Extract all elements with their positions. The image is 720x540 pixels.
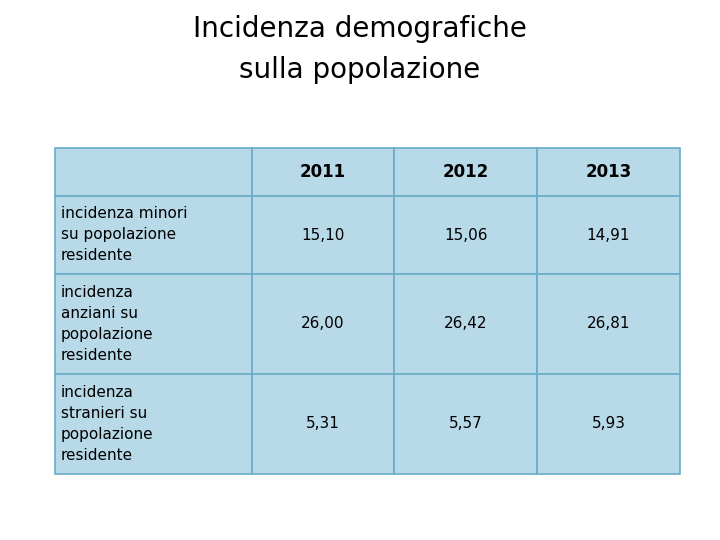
Text: Incidenza demografiche
sulla popolazione: Incidenza demografiche sulla popolazione xyxy=(193,15,527,84)
Bar xyxy=(537,274,680,374)
Bar xyxy=(252,274,395,374)
Bar xyxy=(55,196,252,274)
Text: incidenza
stranieri su
popolazione
residente: incidenza stranieri su popolazione resid… xyxy=(61,385,153,463)
Text: 2012: 2012 xyxy=(443,163,489,181)
Bar xyxy=(55,374,252,474)
Bar xyxy=(395,196,537,274)
Bar xyxy=(252,196,395,274)
Text: 2011: 2011 xyxy=(300,163,346,181)
Bar xyxy=(252,148,395,196)
Text: 14,91: 14,91 xyxy=(587,227,630,242)
Text: incidenza
anziani su
popolazione
residente: incidenza anziani su popolazione residen… xyxy=(61,285,153,363)
Text: 15,10: 15,10 xyxy=(302,227,345,242)
Text: 26,42: 26,42 xyxy=(444,316,487,332)
Text: 5,31: 5,31 xyxy=(306,416,340,431)
Text: 15,06: 15,06 xyxy=(444,227,487,242)
Bar xyxy=(55,274,252,374)
Bar xyxy=(395,374,537,474)
Bar xyxy=(55,148,252,196)
Bar xyxy=(537,148,680,196)
Bar xyxy=(537,196,680,274)
Text: 26,00: 26,00 xyxy=(302,316,345,332)
Text: incidenza minori
su popolazione
residente: incidenza minori su popolazione resident… xyxy=(61,206,187,264)
Bar xyxy=(395,148,537,196)
Bar xyxy=(395,274,537,374)
Text: 2013: 2013 xyxy=(585,163,631,181)
Bar xyxy=(537,374,680,474)
Bar xyxy=(252,374,395,474)
Text: 5,57: 5,57 xyxy=(449,416,482,431)
Text: 26,81: 26,81 xyxy=(587,316,630,332)
Text: 5,93: 5,93 xyxy=(591,416,626,431)
